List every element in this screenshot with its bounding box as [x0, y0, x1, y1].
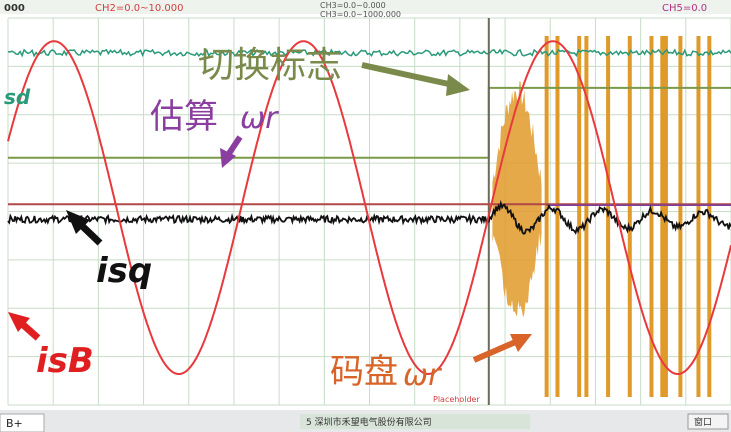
encoder-arrow: [472, 337, 522, 363]
header-ch3a: CH3=0.0~0.000: [320, 1, 386, 10]
encoder-omega-label: ωr: [403, 358, 442, 393]
status-left-tab-label: B+: [6, 417, 23, 430]
header-ch3b: CH3=0.0~1000.000: [320, 10, 401, 19]
switch-flag-label: 切换标志: [198, 45, 342, 86]
encoder-pulse: [696, 36, 701, 397]
status-left-tab[interactable]: [0, 413, 45, 432]
encoder-pulse: [678, 36, 683, 397]
isd-line: [7, 48, 731, 58]
status-window-label: 窗口: [694, 416, 712, 428]
status-window-button[interactable]: [687, 413, 729, 430]
isb-line: [7, 40, 731, 375]
isb-label: isB: [36, 341, 94, 381]
estimated-omega-label: ωr: [240, 101, 279, 136]
encoder-pulse: [627, 36, 632, 397]
isb-arrowhead: [8, 312, 30, 332]
encoder-pulse: [555, 36, 560, 397]
encoder-pulse: [584, 36, 589, 397]
encoder-pulse: [649, 36, 654, 397]
header-ch2: CH2=0.0~10.000: [95, 3, 184, 14]
traces: [7, 18, 731, 405]
grid: [7, 17, 731, 406]
estimated-arrow: [225, 135, 243, 157]
header-bar: [0, 0, 731, 14]
header-left-code: 000: [4, 3, 25, 14]
switch-flag-arrowhead: [446, 74, 470, 96]
bottom-small-label: Placeholder: [433, 395, 480, 404]
encoder-pulse: [544, 36, 549, 397]
encoder-burst: [492, 81, 542, 318]
isq-label: isq: [96, 251, 152, 291]
isq-arrowhead: [66, 210, 90, 234]
encoder-pulse: [577, 36, 582, 397]
header-ch5: CH5=0.0: [662, 3, 707, 14]
estimated-label: 估算: [150, 97, 218, 137]
encoder-label: 码盘: [330, 352, 398, 392]
encoder-arrowhead: [510, 334, 532, 352]
status-company: 5 深圳市禾望电气股份有限公司: [306, 416, 432, 428]
estimated-arrowhead: [220, 148, 236, 168]
switch-flag-arrow: [361, 62, 459, 89]
isd-label: sd: [4, 85, 31, 109]
status-company-box: [300, 414, 530, 429]
